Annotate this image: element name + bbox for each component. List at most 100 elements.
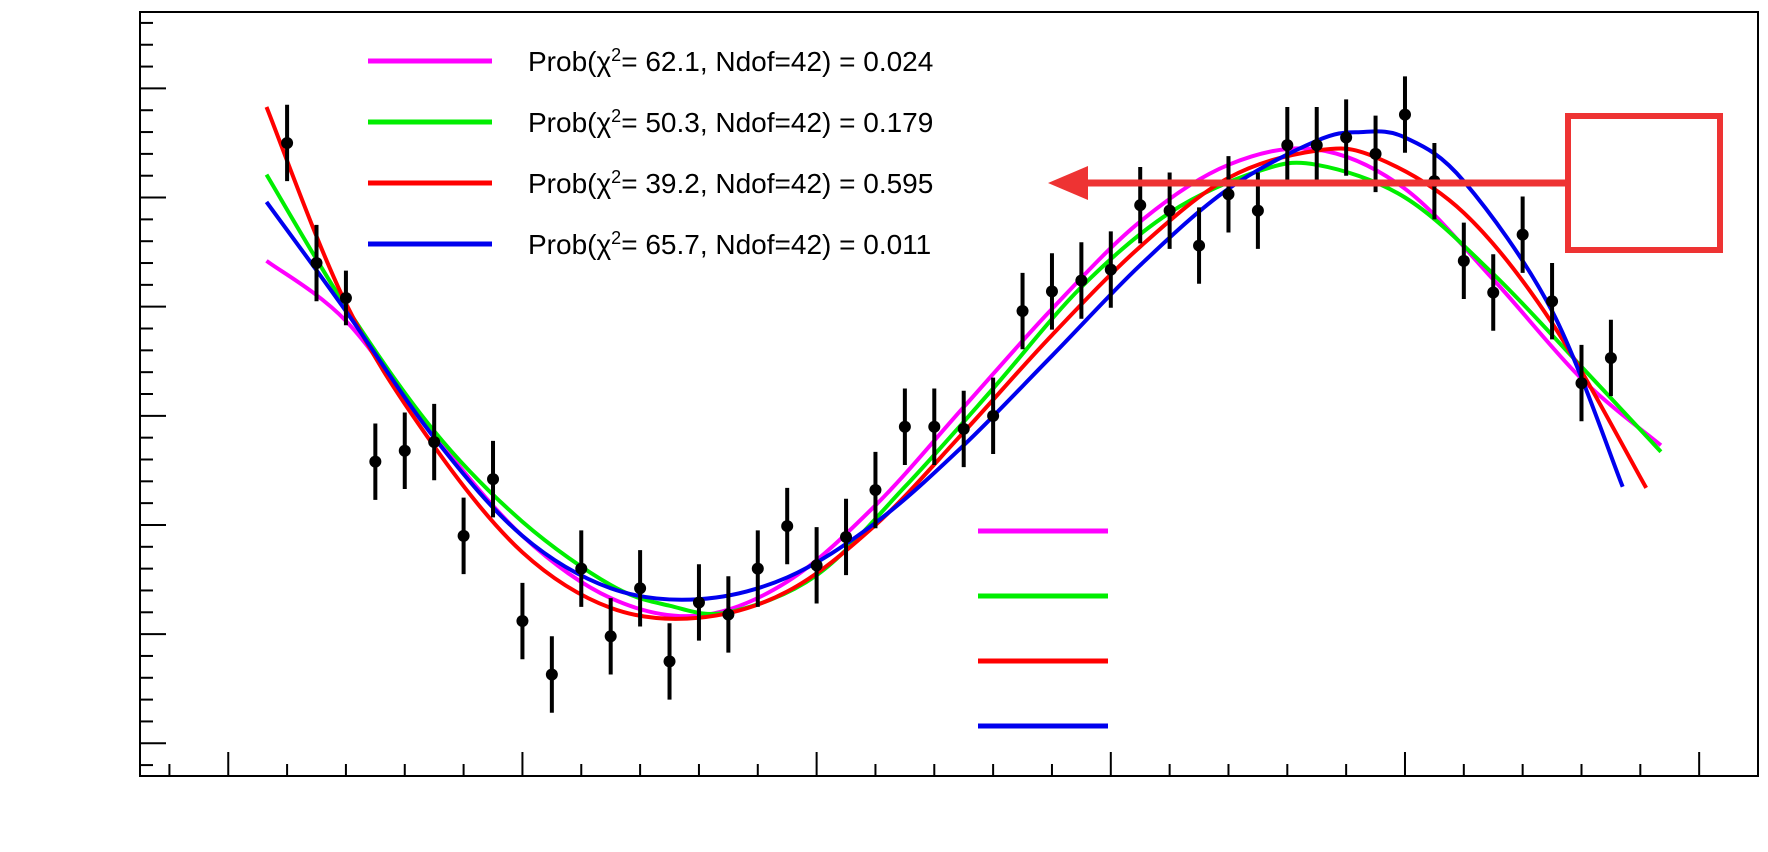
data-point <box>987 377 1000 455</box>
data-marker <box>987 409 1000 422</box>
fit-curve-2 <box>264 160 1663 617</box>
data-point <box>663 623 676 700</box>
data-point <box>310 224 323 302</box>
data-point <box>369 423 382 500</box>
stat-legend-entry: Prob(χ2= 65.7, Ndof=42) = 0.011 <box>368 228 931 260</box>
data-point <box>1340 99 1353 176</box>
data-marker <box>1045 285 1058 298</box>
data-marker <box>369 455 382 468</box>
data-point <box>1045 253 1058 330</box>
data-point <box>781 487 794 565</box>
data-marker <box>928 420 941 433</box>
data-point <box>1546 263 1559 340</box>
data-marker <box>722 608 735 621</box>
data-marker <box>898 420 911 433</box>
stat-legend-entry: Prob(χ2= 62.1, Ndof=42) = 0.024 <box>368 45 933 77</box>
data-point <box>281 104 294 182</box>
data-point <box>487 440 500 518</box>
data-marker <box>1457 254 1470 267</box>
data-point <box>398 412 411 489</box>
data-point <box>1516 196 1529 273</box>
data-point <box>1487 254 1500 331</box>
data-point <box>1575 344 1588 422</box>
data-marker <box>398 444 411 457</box>
data-marker <box>428 436 441 449</box>
data-marker <box>281 136 294 149</box>
data-point <box>1457 222 1470 300</box>
data-point <box>1075 242 1088 319</box>
data-point <box>457 497 470 575</box>
data-point <box>898 388 911 465</box>
data-point <box>722 576 735 653</box>
data-marker <box>1487 286 1500 299</box>
data-point <box>604 598 617 675</box>
data-point <box>1016 272 1029 350</box>
data-marker <box>1134 199 1147 212</box>
axes <box>139 11 1759 777</box>
best-model-callout <box>1048 113 1723 253</box>
data-marker <box>1222 188 1235 201</box>
data-point <box>545 636 558 713</box>
stat-legend-entry: Prob(χ2= 39.2, Ndof=42) = 0.595 <box>368 167 933 199</box>
data-point <box>840 498 853 576</box>
data-point <box>869 451 882 529</box>
data-marker <box>869 484 882 497</box>
stat-legend-label: Prob(χ2= 62.1, Ndof=42) = 0.024 <box>528 45 933 77</box>
plot-area <box>264 76 1663 713</box>
data-marker <box>1075 274 1088 287</box>
legends: Prob(χ2= 62.1, Ndof=42) = 0.024 Prob(χ2= … <box>368 45 1108 729</box>
data-point <box>1193 207 1206 284</box>
data-point <box>634 550 647 627</box>
data-point <box>428 403 441 481</box>
data-marker <box>1193 239 1206 252</box>
data-marker <box>1575 377 1588 390</box>
data-point <box>928 388 941 465</box>
data-marker <box>1340 131 1353 144</box>
data-point <box>339 270 352 326</box>
data-point <box>1310 106 1323 184</box>
data-marker <box>1310 139 1323 152</box>
data-marker <box>457 529 470 542</box>
data-point <box>1369 115 1382 193</box>
data-point <box>751 530 764 607</box>
data-marker <box>1516 228 1529 241</box>
data-marker <box>663 655 676 668</box>
stat-legend-label: Prob(χ2= 39.2, Ndof=42) = 0.595 <box>528 167 933 199</box>
data-point <box>1604 319 1617 397</box>
data-marker <box>516 615 529 628</box>
stat-legend-entry: Prob(χ2= 50.3, Ndof=42) = 0.179 <box>368 106 933 138</box>
data-marker <box>1251 204 1264 217</box>
data-marker <box>1016 305 1029 318</box>
data-point <box>1281 106 1294 184</box>
data-marker <box>604 630 617 643</box>
data-point <box>692 564 705 641</box>
data-marker <box>1604 351 1617 364</box>
data-marker <box>810 559 823 572</box>
data-points <box>281 76 1617 713</box>
data-marker <box>575 562 588 575</box>
callout-box <box>1565 113 1723 253</box>
data-marker <box>1398 108 1411 121</box>
data-point <box>1222 156 1235 233</box>
data-marker <box>1104 263 1117 276</box>
data-marker <box>487 473 500 486</box>
data-point <box>810 527 823 604</box>
data-marker <box>545 668 558 681</box>
data-point <box>575 530 588 607</box>
data-marker <box>781 520 794 533</box>
data-marker <box>1369 147 1382 160</box>
data-marker <box>339 291 352 304</box>
callout-arrow-head <box>1048 166 1088 200</box>
data-point <box>1398 76 1411 153</box>
data-marker <box>1163 204 1176 217</box>
data-point <box>957 390 970 468</box>
data-point <box>1104 231 1117 308</box>
data-marker <box>692 596 705 609</box>
data-point <box>516 582 529 660</box>
data-marker <box>751 562 764 575</box>
data-marker <box>310 257 323 270</box>
data-marker <box>1281 139 1294 152</box>
stat-legend-label: Prob(χ2= 65.7, Ndof=42) = 0.011 <box>528 228 931 260</box>
data-marker <box>634 582 647 595</box>
